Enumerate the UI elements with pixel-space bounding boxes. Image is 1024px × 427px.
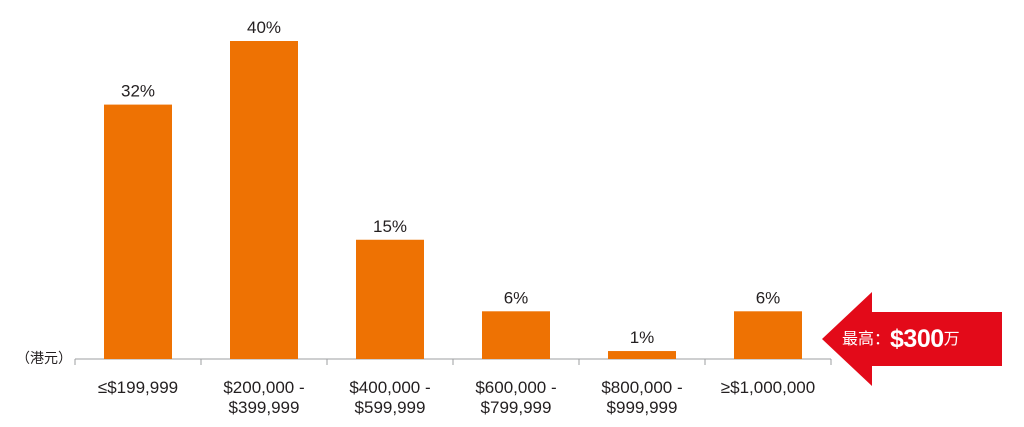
callout-arrow-shape <box>822 292 1002 386</box>
left-arrow-icon <box>822 292 1002 386</box>
bar-value-label: 32% <box>121 82 155 101</box>
bar-value-label: 40% <box>247 18 281 37</box>
x-tick-label: $399,999 <box>229 398 300 417</box>
bar <box>104 104 172 359</box>
bar <box>230 41 298 359</box>
callout-prefix: 最高： <box>842 329 891 348</box>
unit-label: （港元） <box>16 351 72 367</box>
bar <box>608 351 676 359</box>
bar-value-label: 6% <box>504 288 529 307</box>
x-tick-label: $799,999 <box>481 398 552 417</box>
x-tick-label: $200,000 - <box>223 378 304 397</box>
bar-value-label: 1% <box>630 328 655 347</box>
x-tick-label: ≤$199,999 <box>98 378 178 397</box>
x-tick-label: $599,999 <box>355 398 426 417</box>
bar-value-label: 15% <box>373 217 407 236</box>
x-tick-label: $600,000 - <box>475 378 556 397</box>
bar <box>482 311 550 359</box>
callout-value: $300 <box>890 325 944 353</box>
callout-suffix: 万 <box>943 329 960 348</box>
bar-value-label: 6% <box>756 288 781 307</box>
x-tick-label: $999,999 <box>607 398 678 417</box>
bar <box>356 239 424 359</box>
bar <box>734 311 802 359</box>
x-tick-label: $400,000 - <box>349 378 430 397</box>
x-tick-label: $800,000 - <box>601 378 682 397</box>
x-tick-label: ≥$1,000,000 <box>721 378 815 397</box>
max-callout: 最高：$300万 <box>842 322 960 356</box>
